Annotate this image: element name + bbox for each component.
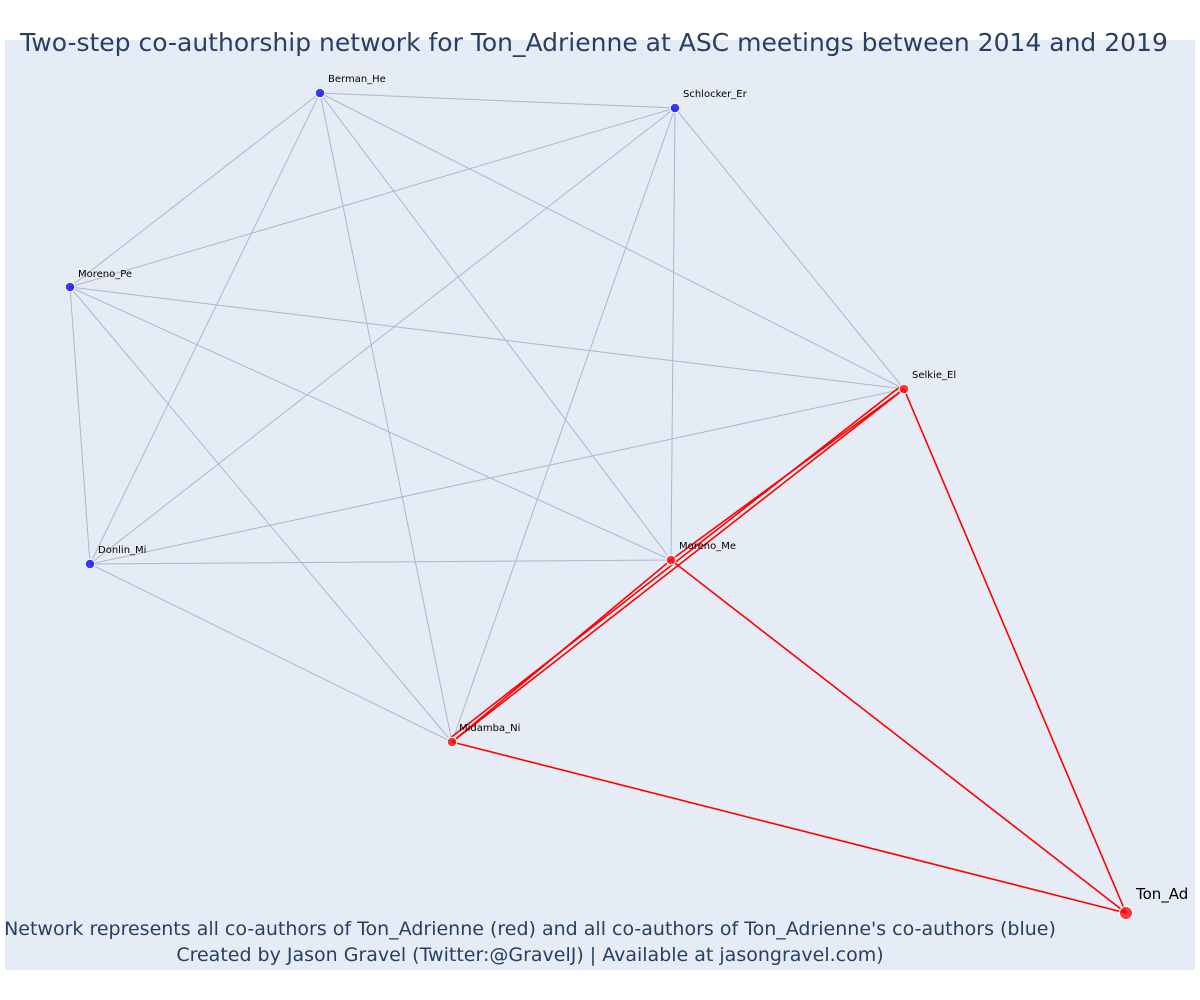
node-Berman_He[interactable] — [314, 87, 326, 99]
edge-Donlin_Mi-Midamba_Ni — [89, 563, 453, 743]
edge-Berman_He-Selkie_El — [319, 92, 905, 390]
edge-Donlin_Mi-Selkie_El — [89, 388, 905, 565]
node-label-Ton_Ad: Ton_Ad — [1135, 885, 1188, 904]
edge-Schlocker_Er-Selkie_El — [674, 107, 905, 390]
edge-Schlocker_Er-Moreno_Me — [670, 107, 676, 561]
edge-Moreno_Pe-Midamba_Ni — [69, 286, 453, 743]
edge-Moreno_Pe-Selkie_El — [69, 286, 905, 390]
edge-Schlocker_Er-Donlin_Mi — [89, 107, 676, 565]
node-label-Donlin_Mi: Donlin_Mi — [98, 545, 146, 556]
edge-Selkie_El-Ton_Ad — [903, 388, 1127, 914]
edge-Schlocker_Er-Moreno_Pe — [69, 107, 676, 288]
edge-Midamba_Ni-Ton_Ad — [451, 741, 1127, 914]
node-label-Moreno_Pe: Moreno_Pe — [78, 269, 132, 280]
node-label-Midamba_Ni: Midamba_Ni — [459, 723, 520, 734]
node-Moreno_Me[interactable] — [665, 554, 677, 566]
caption-line-2: Created by Jason Gravel (Twitter:@Gravel… — [176, 944, 884, 966]
node-Moreno_Pe[interactable] — [64, 281, 76, 293]
edge-Berman_He-Moreno_Pe — [69, 92, 321, 288]
caption-line-1: Network represents all co-authors of Ton… — [4, 918, 1056, 940]
node-Selkie_El[interactable] — [898, 383, 910, 395]
node-Donlin_Mi[interactable] — [84, 558, 96, 570]
node-label-Berman_He: Berman_He — [328, 74, 386, 85]
node-Schlocker_Er[interactable] — [669, 102, 681, 114]
edge-Berman_He-Donlin_Mi — [89, 92, 321, 565]
edge-Berman_He-Midamba_Ni — [319, 92, 453, 743]
edge-Berman_He-Schlocker_Er — [319, 92, 676, 109]
edge-Donlin_Mi-Moreno_Me — [89, 559, 672, 565]
network-plot-area — [5, 40, 1195, 970]
edges-layer — [69, 92, 1127, 914]
edge-Moreno_Me-Ton_Ad — [670, 559, 1127, 914]
node-label-Moreno_Me: Moreno_Me — [679, 541, 736, 552]
edge-Moreno_Me-Midamba_Ni — [451, 559, 672, 743]
node-label-Selkie_El: Selkie_El — [912, 370, 956, 381]
edge-Moreno_Pe-Moreno_Me — [69, 286, 672, 561]
nodes-layer — [64, 87, 1133, 920]
labels-layer: Berman_He Schlocker_Er Moreno_Pe Donlin_Mi S… — [78, 74, 1188, 904]
chart-title: Two-step co-authorship network for Ton_A… — [20, 28, 1168, 57]
edge-Moreno_Pe-Donlin_Mi — [69, 286, 91, 565]
node-Midamba_Ni[interactable] — [446, 736, 458, 748]
node-Ton_Ad[interactable] — [1119, 906, 1133, 920]
edge-Berman_He-Moreno_Me — [319, 92, 672, 561]
edge-Schlocker_Er-Midamba_Ni — [451, 107, 676, 743]
node-label-Schlocker_Er: Schlocker_Er — [683, 89, 748, 100]
